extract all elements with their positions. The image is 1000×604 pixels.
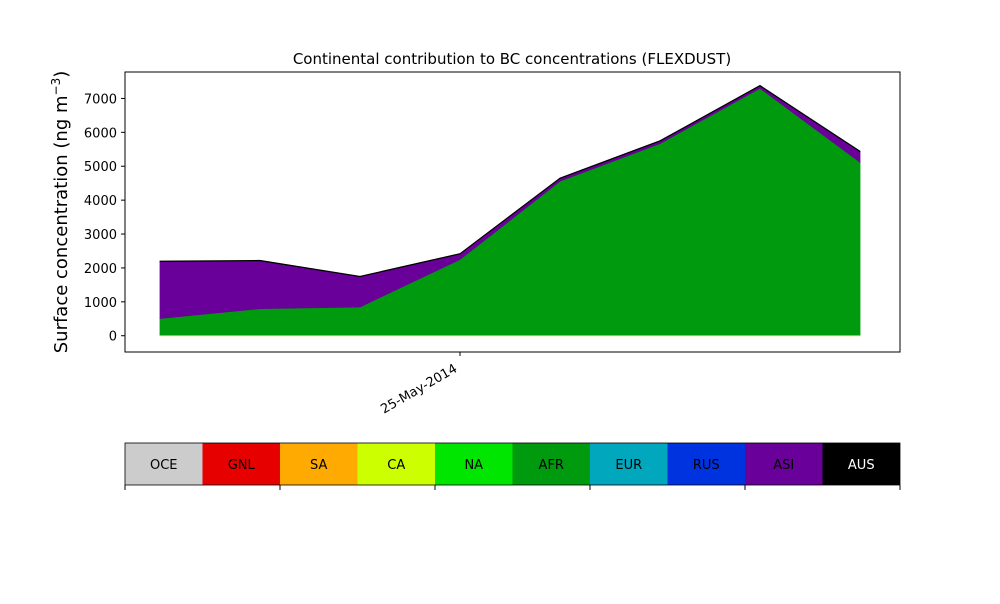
x-tick-label: 25-May-2014 — [378, 361, 460, 417]
legend-label-na: NA — [464, 458, 483, 473]
y-axis-label-superscript: −3 — [49, 78, 63, 96]
legend-label-rus: RUS — [693, 458, 720, 473]
chart-title: Continental contribution to BC concentra… — [293, 50, 731, 68]
legend-label-sa: SA — [310, 458, 327, 473]
y-tick-label: 7000 — [84, 92, 117, 107]
y-axis-label-main: Surface concentration (ng m — [51, 95, 72, 353]
y-axis-label: Surface concentration (ng m−3) — [49, 71, 72, 354]
y-tick-label: 2000 — [84, 262, 117, 277]
y-tick-label: 1000 — [84, 296, 117, 311]
y-tick-label: 3000 — [84, 228, 117, 243]
y-axis-label-close: ) — [51, 71, 72, 78]
y-tick-label: 0 — [109, 330, 117, 345]
legend-label-ca: CA — [387, 458, 405, 473]
legend-label-asi: ASI — [773, 458, 794, 473]
legend-colorbar: OCE GNL SA CA NA AFR EUR RUS ASI AUS — [125, 443, 900, 490]
y-tick-label: 5000 — [84, 160, 117, 175]
legend-label-afr: AFR — [539, 458, 564, 473]
plot-area — [160, 85, 860, 335]
y-tick-label: 6000 — [84, 126, 117, 141]
y-tick-label: 4000 — [84, 194, 117, 209]
legend-label-oce: OCE — [150, 458, 178, 473]
legend-label-eur: EUR — [615, 458, 642, 473]
legend-label-gnl: GNL — [228, 458, 256, 473]
legend-label-aus: AUS — [848, 458, 875, 473]
